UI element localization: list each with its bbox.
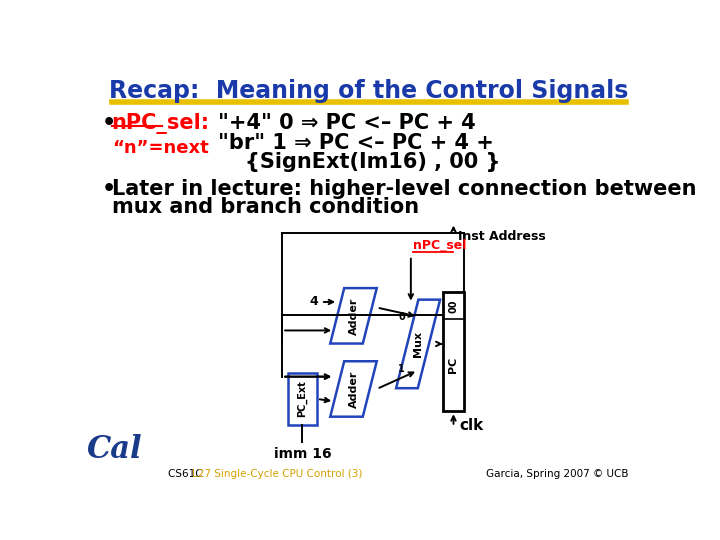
Text: 4: 4: [310, 295, 319, 308]
Text: Adder: Adder: [348, 297, 359, 334]
Text: •: •: [102, 179, 116, 199]
Text: •: •: [102, 112, 116, 132]
Text: "br" 1 ⇒ PC <– PC + 4 +: "br" 1 ⇒ PC <– PC + 4 +: [218, 132, 494, 153]
Text: "+4" 0 ⇒ PC <– PC + 4: "+4" 0 ⇒ PC <– PC + 4: [218, 112, 476, 132]
Polygon shape: [330, 288, 377, 343]
Text: PC: PC: [449, 357, 459, 373]
Text: PC_Ext: PC_Ext: [297, 381, 307, 417]
Text: imm 16: imm 16: [274, 448, 331, 462]
Text: 1: 1: [398, 364, 405, 374]
Bar: [287, 373, 317, 425]
Text: nPC_sel: nPC_sel: [413, 239, 467, 252]
Text: “n”=next: “n”=next: [112, 139, 209, 157]
Polygon shape: [330, 361, 377, 417]
Text: nPC_sel:: nPC_sel:: [112, 112, 210, 133]
Text: Inst Address: Inst Address: [458, 231, 546, 244]
Text: Adder: Adder: [348, 370, 359, 408]
Text: 0: 0: [398, 312, 405, 322]
Text: Cal: Cal: [87, 434, 143, 465]
Text: CS61C: CS61C: [168, 469, 205, 480]
Text: Later in lecture: higher-level connection between: Later in lecture: higher-level connectio…: [112, 179, 696, 199]
Text: Garcia, Spring 2007 © UCB: Garcia, Spring 2007 © UCB: [486, 469, 629, 480]
Text: mux and branch condition: mux and branch condition: [112, 197, 419, 217]
Text: Mux: Mux: [413, 331, 423, 357]
Text: 00: 00: [449, 299, 459, 313]
Bar: [443, 292, 464, 411]
Text: L27 Single-Cycle CPU Control (3): L27 Single-Cycle CPU Control (3): [192, 469, 363, 480]
Polygon shape: [396, 300, 440, 388]
Text: {SignExt(Im16) , 00 }: {SignExt(Im16) , 00 }: [245, 152, 500, 172]
Text: Recap:  Meaning of the Control Signals: Recap: Meaning of the Control Signals: [109, 79, 629, 103]
Text: clk: clk: [459, 417, 484, 433]
